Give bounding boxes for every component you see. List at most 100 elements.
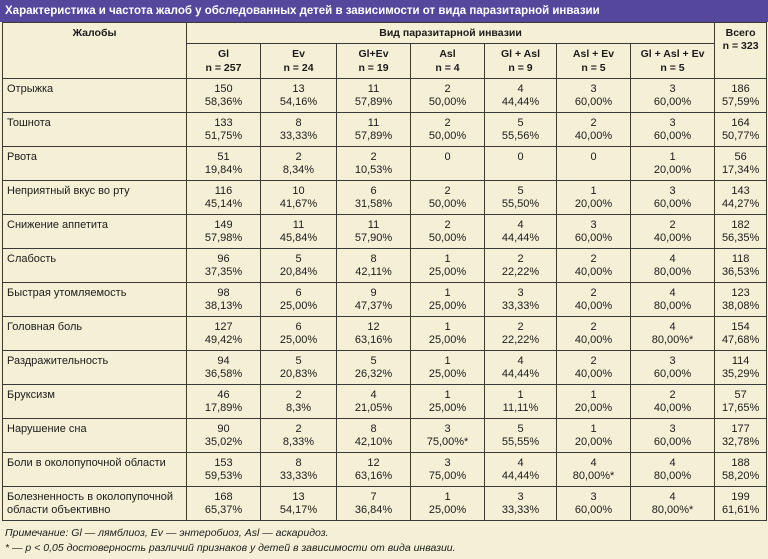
percent-value: 60,00% [653, 130, 692, 142]
count-value: 1 [444, 287, 451, 299]
note-legend: Примечание: Gl — лямблиоз, Ev — энтероби… [5, 527, 329, 539]
complaints-table: Жалобы Вид паразитарной инвазии Всего n … [2, 22, 768, 521]
value-cell: 5 20,83% [260, 350, 337, 385]
total-cell: 56 17,34% [714, 146, 768, 181]
count-value: 4 [669, 491, 676, 503]
count-value: 2 [669, 219, 676, 231]
total-percent: 36,53% [721, 266, 760, 278]
total-column-header: Всего n = 323 [714, 22, 768, 79]
percent-value: 63,16% [354, 334, 393, 346]
count-value: 6 [295, 321, 302, 333]
percent-value: 57,89% [354, 130, 393, 142]
percent-value: 36,58% [204, 368, 243, 380]
percent-value: 55,50% [501, 198, 540, 210]
count-value: 2 [295, 389, 302, 401]
count-value: 2 [669, 389, 676, 401]
value-cell: 127 49,42% [186, 316, 261, 351]
percent-value: 10,53% [354, 164, 393, 176]
column-label: Gl + Asl [500, 48, 540, 60]
percent-value: 55,56% [501, 130, 540, 142]
percent-value: 22,22% [501, 334, 540, 346]
value-cell: 90 35,02% [186, 418, 261, 453]
value-cell: 4 80,00% [629, 452, 716, 487]
count-value: 7 [370, 491, 377, 503]
value-cell: 1 25,00% [410, 486, 485, 521]
value-cell: 1 25,00% [410, 350, 485, 385]
percent-value: 54,16% [279, 96, 318, 108]
table-row: Головная боль 127 49,42% 6 25,00% 12 63,16% 1 25… [2, 316, 768, 351]
total-cell: 154 47,68% [714, 316, 768, 351]
value-cell: 3 60,00% [556, 78, 631, 113]
count-value: 3 [669, 185, 676, 197]
value-cell: 5 55,55% [484, 418, 557, 453]
count-value: 5 [517, 185, 524, 197]
total-cell: 164 50,77% [714, 112, 768, 147]
percent-value: 25,00% [428, 402, 467, 414]
count-value: 1 [444, 321, 451, 333]
value-cell: 46 17,89% [186, 384, 261, 419]
count-value: 8 [295, 457, 302, 469]
count-value: 2 [444, 185, 451, 197]
value-cell: 2 8,3% [260, 384, 337, 419]
count-value: 5 [295, 355, 302, 367]
value-cell: 3 33,33% [484, 486, 557, 521]
count-value: 11 [292, 219, 305, 231]
percent-value: 75,00%* [426, 436, 469, 448]
column-header-asl-ev: Asl + Ev n = 5 [556, 43, 631, 79]
value-cell: 4 44,44% [484, 214, 557, 249]
table-header: Жалобы Вид паразитарной инвазии Всего n … [2, 22, 768, 79]
table-row: Рвота 51 19,84% 2 8,34% 2 10,53% 0 0 0 1 20,00% 56 17… [2, 146, 768, 181]
value-cell: 4 80,00%* [629, 316, 716, 351]
value-cell: 11 57,89% [336, 78, 411, 113]
value-cell: 4 80,00%* [556, 452, 631, 487]
percent-value: 80,00%* [651, 334, 694, 346]
total-percent: 38,08% [721, 300, 760, 312]
count-value: 1 [669, 151, 676, 163]
percent-value: 19,84% [204, 164, 243, 176]
percent-value: 60,00% [574, 232, 613, 244]
percent-value: 22,22% [501, 266, 540, 278]
value-cell: 9 47,37% [336, 282, 411, 317]
table-body: Отрыжка 150 58,36% 13 54,16% 11 57,89% 2 50,00% 4… [2, 78, 768, 521]
value-cell: 2 50,00% [410, 214, 485, 249]
table-row: Тошнота 133 51,75% 8 33,33% 11 57,89% 2 50,00% 5 5… [2, 112, 768, 147]
count-value: 9 [370, 287, 377, 299]
percent-value: 26,32% [354, 368, 393, 380]
count-value: 11 [367, 83, 380, 95]
column-n: n = 4 [435, 62, 460, 74]
percent-value: 25,00% [428, 334, 467, 346]
count-value: 4 [590, 457, 597, 469]
count-value: 4 [669, 253, 676, 265]
column-header-gl-ev: Gl+Ev n = 19 [336, 43, 411, 79]
value-cell: 5 55,56% [484, 112, 557, 147]
count-value: 6 [295, 287, 302, 299]
value-cell: 51 19,84% [186, 146, 261, 181]
percent-value: 57,98% [204, 232, 243, 244]
count-value: 2 [590, 321, 597, 333]
percent-value: 80,00%* [651, 504, 694, 516]
complaint-label: Слабость [2, 248, 187, 283]
value-cell: 2 40,00% [556, 316, 631, 351]
value-cell: 8 42,11% [336, 248, 411, 283]
value-cell: 1 25,00% [410, 384, 485, 419]
column-n: n = 19 [358, 62, 389, 74]
count-value: 3 [517, 287, 524, 299]
percent-value: 35,02% [204, 436, 243, 448]
count-value: 150 [214, 83, 233, 95]
column-label: Ev [292, 48, 305, 60]
percent-value: 80,00%* [572, 470, 615, 482]
value-cell: 3 60,00% [629, 418, 716, 453]
percent-value: 33,33% [279, 470, 318, 482]
table-row: Боли в околопупочной области 153 59,53% 8 33… [2, 452, 768, 487]
total-header-label: Всего [725, 27, 756, 39]
value-cell: 1 20,00% [556, 384, 631, 419]
table-row: Слабость 96 37,35% 5 20,84% 8 42,11% 1 25,00% 2 22… [2, 248, 768, 283]
count-value: 4 [517, 457, 524, 469]
column-n: n = 257 [205, 62, 242, 74]
table-row: Болезненность в околопупочной области об… [2, 486, 768, 521]
percent-value: 55,55% [501, 436, 540, 448]
count-value: 1 [444, 253, 451, 265]
percent-value: 40,00% [574, 368, 613, 380]
total-percent: 32,78% [721, 436, 760, 448]
count-value: 149 [214, 219, 233, 231]
